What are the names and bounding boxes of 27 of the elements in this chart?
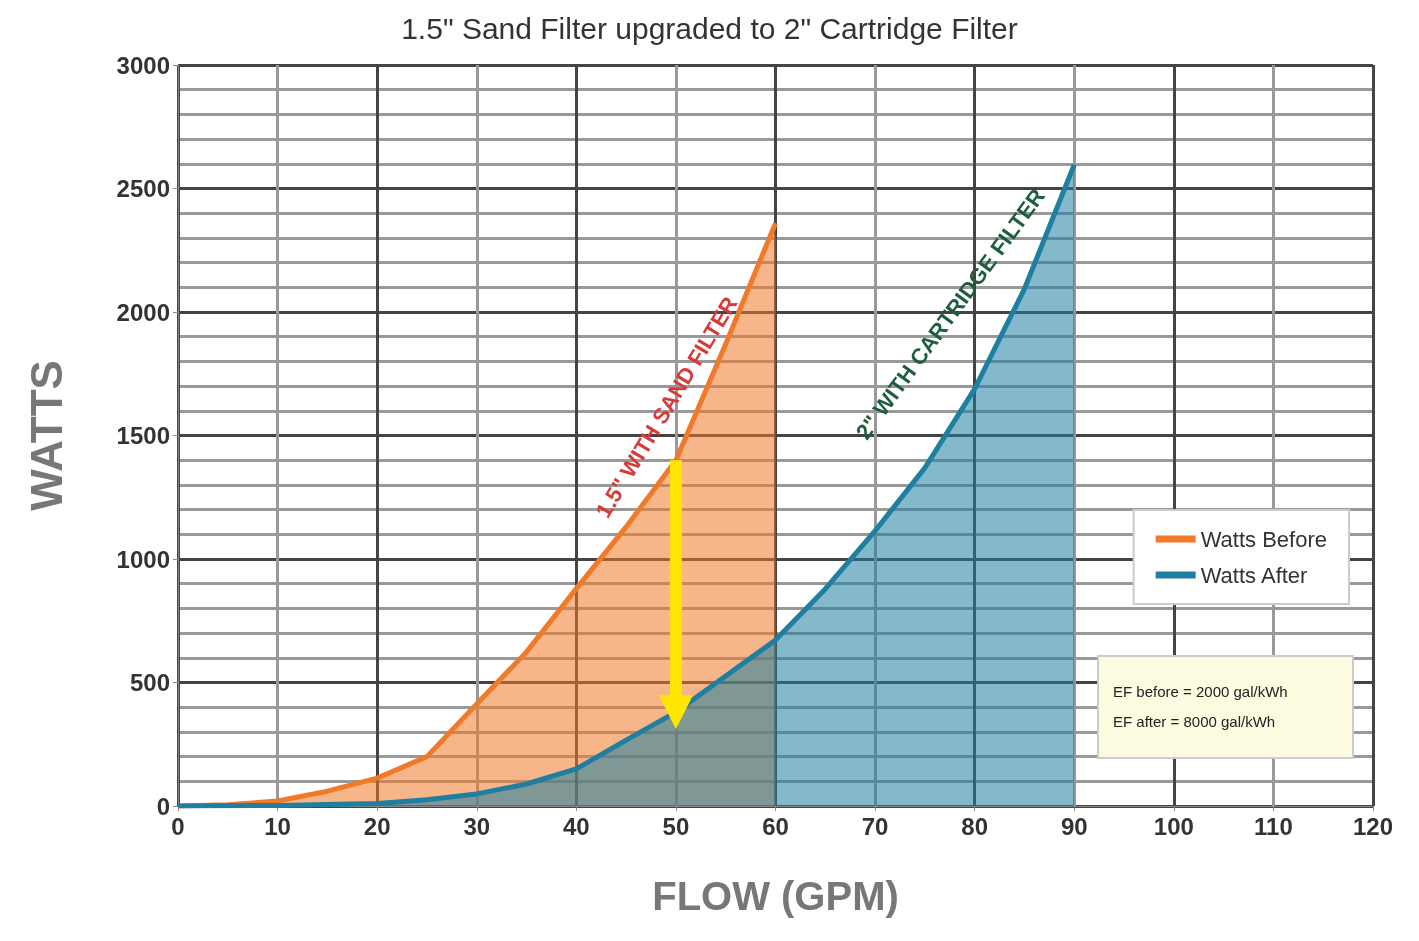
- y-tick-label: 2500: [116, 175, 170, 202]
- x-tick-label: 120: [1352, 812, 1394, 840]
- x-tick-label: 30: [463, 812, 491, 840]
- y-tick-label: 1500: [116, 422, 170, 449]
- y-tick-label: 500: [129, 669, 170, 696]
- y-axis-title: WATTS: [21, 360, 71, 511]
- x-tick-label: 10: [264, 812, 291, 840]
- legend-label: Watts After: [1200, 562, 1308, 588]
- legend-label: Watts Before: [1200, 526, 1327, 552]
- annotation: EF after = 8000 gal/kWh: [1113, 712, 1277, 732]
- y-tick-label: 1000: [116, 545, 170, 573]
- y-tick-label: 3000: [116, 51, 170, 79]
- annotation: EF before = 2000 gal/kWh: [1113, 682, 1289, 702]
- y-tick-label: 2000: [116, 298, 170, 326]
- x-tick-label: 110: [1254, 812, 1293, 840]
- x-tick-label: 80: [961, 812, 989, 840]
- chart-title: 1.5" Sand Filter upgraded to 2" Cartridge Filter: [401, 11, 1018, 45]
- x-tick-label: 20: [363, 812, 391, 840]
- x-tick-label: 40: [562, 812, 590, 840]
- note-box: EF before = 2000 gal/kWh EF after = 8000 gal/kWh: [1097, 655, 1354, 759]
- x-tick-label: 90: [1060, 812, 1088, 840]
- x-axis-title: FLOW (GPM): [652, 874, 899, 918]
- x-tick-label: 50: [662, 812, 690, 840]
- x-tick-label: 60: [762, 812, 789, 840]
- x-tick-label: 100: [1153, 812, 1194, 840]
- y-tick-label: 0: [156, 792, 170, 820]
- x-tick-label: 70: [861, 812, 889, 840]
